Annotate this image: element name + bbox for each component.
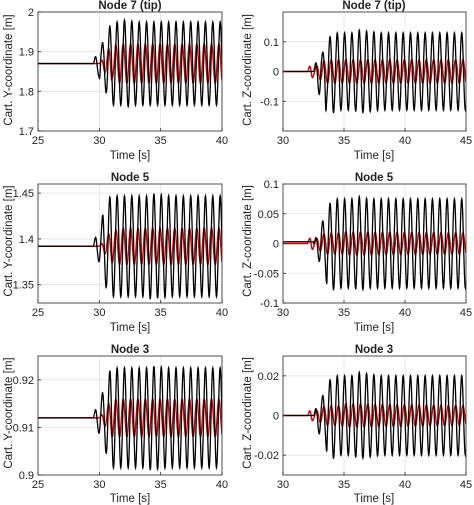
panel-node3-y: Node 3 Time [s] Cart. Y-coordinate [m] 2… bbox=[3, 344, 228, 505]
y-tick-label: 1.8 bbox=[19, 86, 34, 98]
panel-node5-y: Node 5 Time [s] Cart. Y-coordinate [m] 2… bbox=[3, 172, 228, 334]
y-tick-label: 0.05 bbox=[258, 209, 279, 221]
series-line-black bbox=[283, 194, 466, 292]
y-tick-label: 0.02 bbox=[258, 371, 279, 383]
y-tick-label: 1.35 bbox=[13, 280, 34, 292]
panel-node3-z: Node 3 Time [s] Cart. Z-coordinate [m] 3… bbox=[242, 344, 472, 505]
y-axis-label: Cart. Y-coordinate [m] bbox=[3, 14, 15, 125]
y-tick-label: 0.92 bbox=[13, 375, 34, 387]
axes-frame bbox=[37, 11, 223, 132]
panel-title: Node 3 bbox=[111, 344, 149, 356]
series-line-black bbox=[38, 364, 222, 472]
x-tick-label: 35 bbox=[155, 479, 167, 491]
x-tick-label: 30 bbox=[93, 307, 105, 319]
x-axis-label: Time [s] bbox=[110, 150, 150, 162]
x-axis-label: Time [s] bbox=[110, 493, 150, 505]
y-axis-label: Cart. Z-coordinate [m] bbox=[242, 357, 254, 469]
x-tick-label: 35 bbox=[338, 307, 350, 319]
y-axis-label: Cart. Z-coordinate [m] bbox=[242, 185, 254, 297]
y-tick-label: 2 bbox=[28, 7, 34, 19]
panel-node7-z: Node 7 (tip) Time [s] Cart. Z-coordinate… bbox=[242, 0, 472, 162]
x-tick-label: 35 bbox=[338, 135, 350, 147]
y-tick-label: -0.02 bbox=[254, 450, 279, 462]
x-tick-label: 30 bbox=[277, 479, 289, 491]
x-tick-label: 30 bbox=[93, 479, 105, 491]
series-line-black bbox=[38, 192, 222, 300]
y-tick-label: 0.9 bbox=[19, 470, 34, 482]
y-tick-label: 1.4 bbox=[19, 234, 34, 246]
y-tick-label: 1.45 bbox=[13, 188, 34, 200]
series-line-red bbox=[283, 58, 466, 85]
panel-node7-y: Node 7 (tip) Time [s] Cart. Y-coordinate… bbox=[3, 0, 228, 162]
x-tick-label: 35 bbox=[155, 135, 167, 147]
y-tick-label: 0.91 bbox=[13, 422, 34, 434]
x-tick-label: 40 bbox=[399, 307, 411, 319]
x-tick-label: 45 bbox=[460, 479, 472, 491]
x-axis-label: Time [s] bbox=[110, 322, 150, 334]
x-tick-label: 40 bbox=[216, 479, 228, 491]
x-tick-label: 45 bbox=[460, 135, 472, 147]
x-tick-label: 40 bbox=[399, 135, 411, 147]
x-tick-label: 25 bbox=[32, 307, 44, 319]
series-line-red bbox=[283, 402, 466, 429]
panel-node5-z: Node 5 Time [s] Cart. Z-coordinate [m] 3… bbox=[242, 172, 472, 334]
y-tick-label: 1.9 bbox=[19, 47, 34, 59]
x-tick-label: 30 bbox=[277, 135, 289, 147]
panel-title: Node 7 (tip) bbox=[98, 0, 161, 12]
y-axis-label: Cart. Y-coordinate [m] bbox=[3, 357, 15, 468]
y-tick-label: 0 bbox=[273, 67, 279, 79]
y-tick-label: -0.1 bbox=[260, 298, 279, 310]
y-axis-label: Cart. Y-coordinate [m] bbox=[3, 185, 15, 296]
x-axis-label: Time [s] bbox=[354, 150, 394, 162]
x-tick-label: 35 bbox=[155, 307, 167, 319]
panel-title: Node 3 bbox=[355, 344, 393, 356]
y-tick-label: 0.1 bbox=[264, 179, 279, 191]
x-tick-label: 40 bbox=[399, 479, 411, 491]
y-tick-label: 0 bbox=[273, 411, 279, 423]
axes-frame bbox=[37, 355, 223, 476]
panel-title: Node 7 (tip) bbox=[342, 0, 405, 12]
x-tick-label: 30 bbox=[277, 307, 289, 319]
y-tick-label: 1.7 bbox=[19, 126, 34, 138]
x-tick-label: 35 bbox=[338, 479, 350, 491]
y-tick-label: -0.05 bbox=[254, 268, 279, 280]
x-tick-label: 40 bbox=[216, 307, 228, 319]
panel-title: Node 5 bbox=[355, 172, 394, 184]
series-line-black bbox=[38, 17, 222, 109]
x-tick-label: 25 bbox=[32, 479, 44, 491]
x-tick-label: 40 bbox=[216, 135, 228, 147]
series-line-black bbox=[283, 28, 466, 115]
x-tick-label: 30 bbox=[93, 135, 105, 147]
y-tick-label: 0.1 bbox=[264, 37, 279, 49]
x-axis-label: Time [s] bbox=[354, 322, 394, 334]
x-tick-label: 25 bbox=[32, 135, 44, 147]
series-line-red bbox=[283, 230, 466, 257]
series-line-black bbox=[283, 370, 466, 461]
y-tick-label: 0 bbox=[273, 239, 279, 251]
y-tick-label: -0.1 bbox=[260, 96, 279, 108]
axes-frame bbox=[37, 183, 223, 304]
panel-title: Node 5 bbox=[111, 172, 150, 184]
x-tick-label: 45 bbox=[460, 307, 472, 319]
x-axis-label: Time [s] bbox=[354, 493, 394, 505]
y-axis-label: Cart. Z-coordinate [m] bbox=[242, 14, 254, 126]
